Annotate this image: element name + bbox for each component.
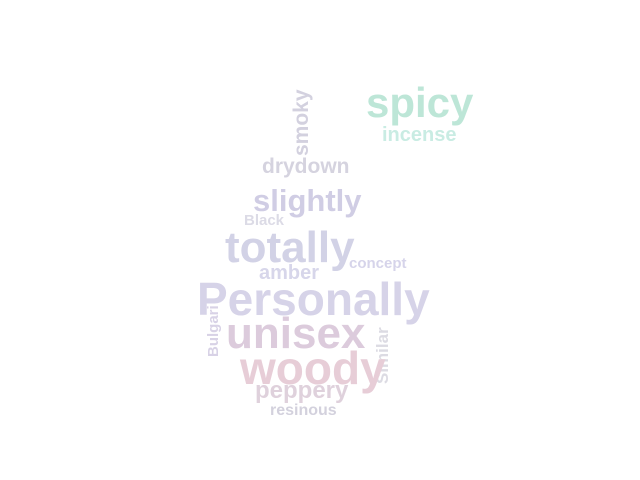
word-smoky: smoky <box>290 89 313 156</box>
word-peppery: peppery <box>255 377 349 404</box>
word-totally: totally <box>225 223 355 272</box>
word-incense: incense <box>382 124 457 146</box>
word-resinous: resinous <box>270 402 337 419</box>
word-drydown: drydown <box>262 155 350 178</box>
word-woody: woody <box>240 342 386 394</box>
word-slightly: slightly <box>253 183 362 218</box>
word-personally: Personally <box>197 273 430 325</box>
word-spicy: spicy <box>366 79 474 126</box>
word-bulgari: Bulgari <box>205 305 222 357</box>
word-concept: concept <box>349 255 407 272</box>
word-amber: amber <box>259 262 320 284</box>
word-unisex: unisex <box>226 309 366 358</box>
word-black: Black <box>244 212 285 229</box>
